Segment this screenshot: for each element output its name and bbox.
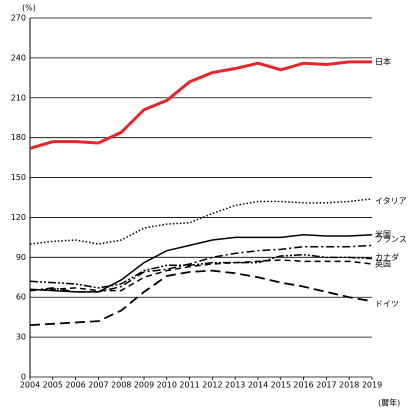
x-tick-label: 2007 (88, 381, 108, 390)
x-tick-label: 2005 (43, 381, 63, 390)
x-tick-label: 2013 (225, 381, 245, 390)
x-tick-label: 2011 (179, 381, 199, 390)
x-tick-label: 2016 (293, 381, 313, 390)
x-tick-label: 2012 (202, 381, 222, 390)
x-tick-label: 2014 (248, 381, 268, 390)
x-tick-label: 2010 (157, 381, 177, 390)
y-tick-label: 120 (11, 213, 26, 222)
series-line (29, 198, 373, 245)
series-label: フランス (375, 235, 407, 244)
series-label: 英国 (375, 258, 391, 268)
y-tick-label: 210 (11, 93, 26, 102)
x-tick-label: 2006 (65, 381, 85, 390)
series-line (29, 60, 372, 150)
y-tick-label: 150 (11, 173, 26, 182)
x-unit-label: (暦年) (378, 398, 400, 408)
y-tick-label: 30 (16, 333, 26, 342)
y-tick-label: 240 (11, 53, 26, 62)
x-tick-label: 2009 (134, 381, 154, 390)
x-tick-label: 2018 (339, 381, 359, 390)
series-line (29, 244, 373, 293)
y-unit-label: (%) (22, 4, 36, 13)
series-label: イタリア (375, 196, 407, 205)
x-tick-label: 2004 (20, 381, 40, 390)
y-tick-label: 180 (11, 133, 26, 142)
series-label: 日本 (375, 56, 391, 66)
y-tick-label: 270 (11, 14, 26, 23)
series-line (29, 233, 373, 293)
x-tick-label: 2008 (111, 381, 131, 390)
series-line (29, 269, 373, 327)
series-line (29, 259, 373, 292)
series-label: カナダ (375, 252, 399, 262)
y-tick-label: 0 (21, 373, 26, 382)
x-tick-label: 2017 (316, 381, 336, 390)
y-tick-label: 60 (16, 293, 26, 302)
series-label: ドイツ (375, 300, 399, 309)
series-label: 米国 (375, 229, 391, 239)
x-tick-label: 2015 (271, 381, 291, 390)
series-line (29, 253, 373, 289)
y-tick-label: 90 (16, 253, 26, 262)
x-tick-label: 2019 (362, 381, 382, 390)
